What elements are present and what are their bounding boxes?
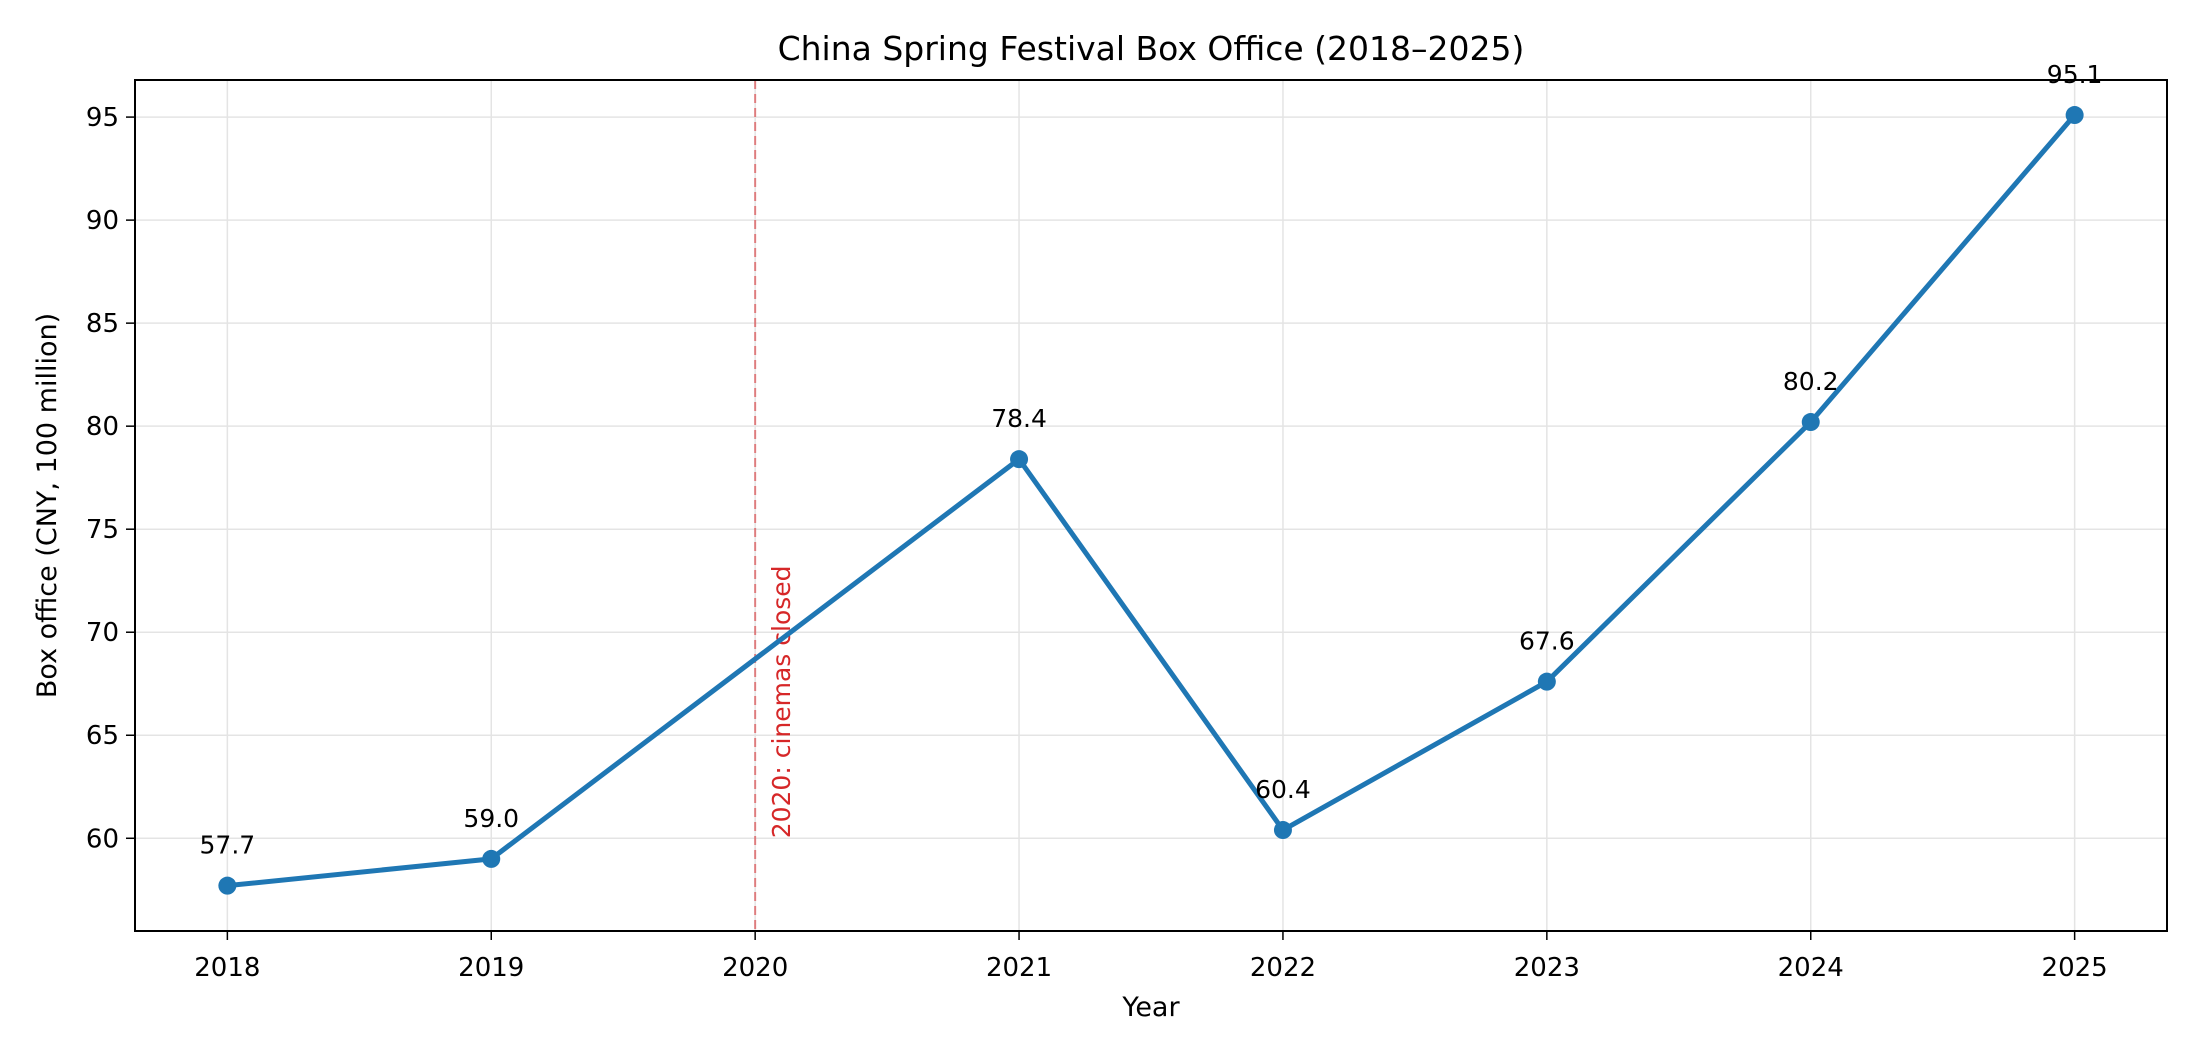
chart-title: China Spring Festival Box Office (2018–2… [778,29,1525,68]
x-tick-label: 2019 [458,953,524,983]
plot-frame [134,79,2168,932]
x-tick-label: 2023 [1514,953,1580,983]
y-axis-ticks: 60 65 70 75 80 85 90 95 [86,103,135,854]
data-label: 67.6 [1519,627,1575,656]
gridlines [135,80,2167,931]
y-tick-label: 65 [86,721,119,751]
data-label: 57.7 [200,831,256,860]
y-tick-label: 95 [86,103,119,133]
data-label: 80.2 [1783,367,1839,396]
x-tick-label: 2025 [2042,953,2108,983]
x-axis-ticks: 2018 2019 2020 2021 2022 2023 2024 2025 [194,931,2108,983]
data-label: 59.0 [463,804,519,833]
y-tick-label: 60 [86,824,119,854]
data-point [1801,413,1820,432]
data-point [1010,450,1029,469]
data-point [1537,672,1556,691]
x-tick-label: 2020 [722,953,788,983]
x-tick-label: 2022 [1250,953,1316,983]
y-tick-label: 90 [86,206,119,236]
data-label: 78.4 [991,404,1047,433]
data-label: 60.4 [1255,775,1311,804]
data-labels: 57.7 59.0 78.4 60.4 67.6 80.2 95.1 [200,60,2103,860]
data-point [1273,821,1292,840]
annotation-layer: 2020: cinemas closed [754,80,796,931]
annotation-text: 2020: cinemas closed [767,565,796,838]
y-axis-label: Box office (CNY, 100 million) [32,313,63,698]
x-tick-label: 2024 [1778,953,1844,983]
y-tick-label: 85 [86,309,119,339]
x-axis-label: Year [1121,992,1180,1023]
data-point [218,876,237,895]
data-label: 95.1 [2047,60,2103,89]
y-tick-label: 70 [86,618,119,648]
y-tick-label: 75 [86,515,119,545]
x-tick-label: 2018 [194,953,260,983]
data-points [218,106,2084,895]
y-tick-label: 80 [86,412,119,442]
data-point [482,849,501,868]
data-point [2065,106,2084,125]
x-tick-label: 2021 [986,953,1052,983]
